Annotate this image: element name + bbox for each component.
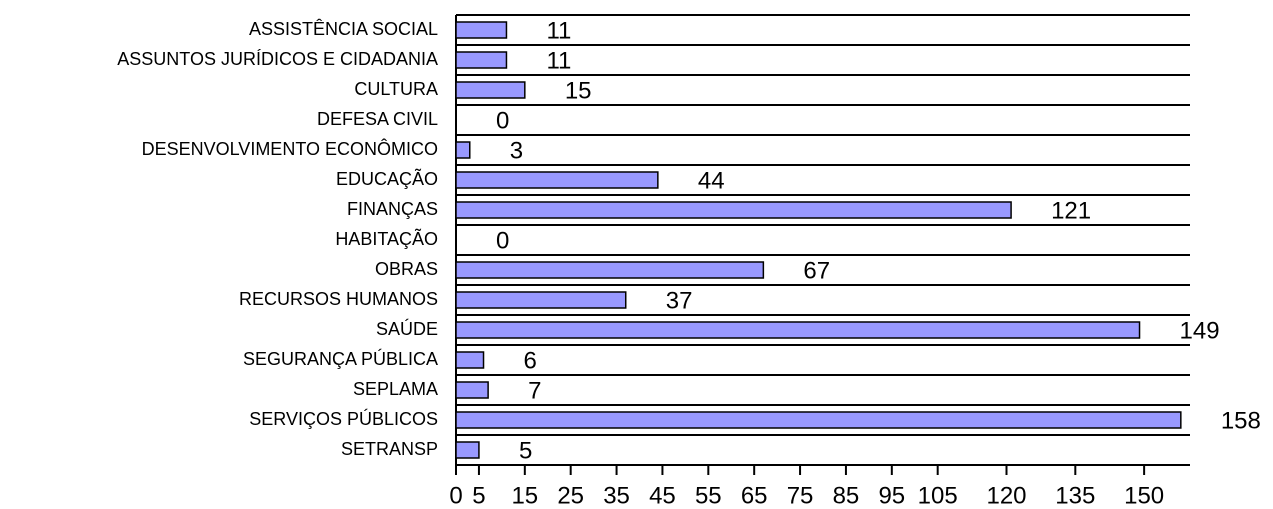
- value-label: 44: [698, 167, 725, 194]
- value-label: 0: [496, 227, 509, 254]
- x-tick-label: 45: [649, 482, 676, 509]
- bar: [455, 381, 489, 399]
- bar: [455, 141, 471, 159]
- bar: [455, 21, 508, 39]
- x-tick-label: 120: [986, 482, 1026, 509]
- value-label: 37: [666, 287, 693, 314]
- y-tick-label: HABITAÇÃO: [335, 228, 438, 249]
- value-label: 121: [1051, 197, 1091, 224]
- x-tick-label: 150: [1124, 482, 1164, 509]
- bar: [455, 171, 659, 189]
- value-label: 11: [546, 17, 571, 44]
- y-tick-label: SETRANSP: [341, 439, 438, 459]
- value-label: 0: [496, 107, 509, 134]
- value-label: 149: [1180, 317, 1220, 344]
- x-tick-label: 105: [918, 482, 958, 509]
- value-label: 6: [524, 347, 537, 374]
- y-tick-label: RECURSOS HUMANOS: [239, 289, 438, 309]
- y-tick-label: SEGURANÇA PÚBLICA: [243, 348, 438, 369]
- y-tick-label: CULTURA: [354, 79, 438, 99]
- bar: [455, 81, 526, 99]
- bar: [455, 201, 1012, 219]
- bar: [455, 411, 1182, 429]
- bar: [455, 291, 627, 309]
- bar: [455, 441, 480, 459]
- y-tick-label: DEFESA CIVIL: [317, 109, 438, 129]
- x-tick-label: 25: [557, 482, 584, 509]
- value-label: 15: [565, 77, 592, 104]
- y-tick-label: EDUCAÇÃO: [336, 168, 438, 189]
- x-tick-label: 5: [472, 482, 485, 509]
- x-tick-label: 95: [878, 482, 905, 509]
- x-tick-label: 85: [833, 482, 860, 509]
- y-tick-label: ASSUNTOS JURÍDICOS E CIDADANIA: [117, 49, 438, 69]
- bar: [455, 321, 1141, 339]
- bar: [455, 51, 508, 69]
- value-label: 158: [1221, 407, 1261, 434]
- x-tick-label: 75: [787, 482, 814, 509]
- y-tick-label: SEPLAMA: [353, 379, 438, 399]
- x-tick-label: 15: [511, 482, 538, 509]
- x-tick-label: 55: [695, 482, 722, 509]
- y-tick-label: FINANÇAS: [347, 199, 438, 219]
- value-label: 5: [519, 437, 532, 464]
- y-tick-label: ASSISTÊNCIA SOCIAL: [249, 19, 438, 39]
- y-tick-label: SERVIÇOS PÚBLICOS: [249, 408, 438, 429]
- x-tick-label: 135: [1055, 482, 1095, 509]
- y-tick-label: SAÚDE: [376, 318, 438, 339]
- bar: [455, 351, 485, 369]
- y-tick-label: DESENVOLVIMENTO ECONÔMICO: [142, 138, 438, 159]
- x-tick-label: 35: [603, 482, 630, 509]
- x-tick-label: 65: [741, 482, 768, 509]
- value-label: 11: [546, 47, 571, 74]
- x-tick-label: 0: [449, 482, 462, 509]
- value-label: 67: [803, 257, 830, 284]
- y-tick-label: OBRAS: [375, 259, 438, 279]
- bar: [455, 261, 765, 279]
- value-label: 7: [528, 377, 541, 404]
- value-label: 3: [510, 137, 523, 164]
